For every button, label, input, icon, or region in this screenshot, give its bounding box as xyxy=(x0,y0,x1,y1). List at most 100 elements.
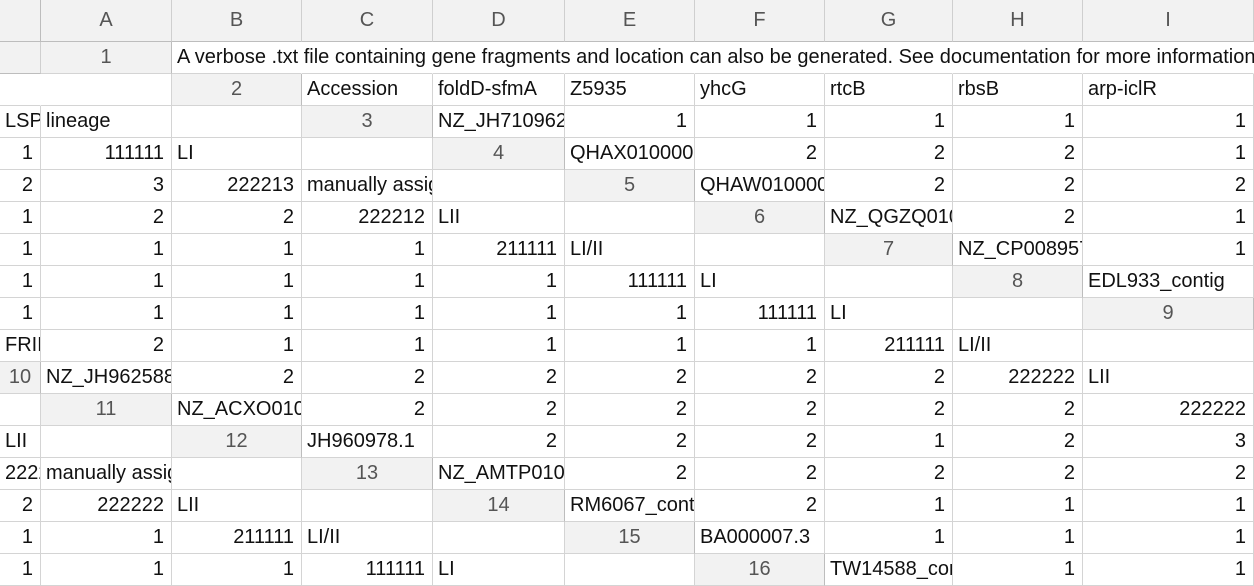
cell-d7[interactable]: 1 xyxy=(41,266,172,298)
cell-g9[interactable]: 1 xyxy=(695,330,825,362)
row-header-7[interactable]: 7 xyxy=(825,234,953,266)
row-header-13[interactable]: 13 xyxy=(302,458,433,490)
cell-c8[interactable]: 1 xyxy=(41,298,172,330)
cell-c2[interactable]: Z5935 xyxy=(565,74,695,106)
row-header-16[interactable]: 16 xyxy=(695,554,825,586)
cell-h2[interactable]: LSPA type xyxy=(0,106,41,138)
row-header-12[interactable]: 12 xyxy=(172,426,302,458)
cell-g14[interactable]: 1 xyxy=(41,522,172,554)
cell-c3[interactable]: 1 xyxy=(695,106,825,138)
column-header-h[interactable]: H xyxy=(953,0,1083,42)
cell-f15[interactable]: 1 xyxy=(41,554,172,586)
cell-i15[interactable]: LI xyxy=(433,554,565,586)
cell-i10[interactable]: LII xyxy=(1083,362,1254,394)
cell-d2[interactable]: yhcG xyxy=(695,74,825,106)
cell-e9[interactable]: 1 xyxy=(433,330,565,362)
column-header-e[interactable]: E xyxy=(565,0,695,42)
cell-i8[interactable]: LI xyxy=(825,298,953,330)
row-header-11[interactable]: 11 xyxy=(41,394,172,426)
row-header-10[interactable]: 10 xyxy=(0,362,41,394)
cell-a1[interactable]: A verbose .txt file containing gene frag… xyxy=(172,42,1254,74)
cell-a14[interactable]: RM6067_contig xyxy=(565,490,695,522)
cell-d11[interactable]: 2 xyxy=(565,394,695,426)
cell-i11[interactable]: LII xyxy=(0,426,41,458)
cell-b10[interactable]: 2 xyxy=(172,362,302,394)
cell-h6[interactable]: 211111 xyxy=(433,234,565,266)
column-header-f[interactable]: F xyxy=(695,0,825,42)
cell-g10[interactable]: 2 xyxy=(825,362,953,394)
cell-i7[interactable]: LI xyxy=(695,266,825,298)
cell-d15[interactable]: 1 xyxy=(1083,522,1254,554)
cell-i9[interactable]: LI/II xyxy=(953,330,1083,362)
cell-f6[interactable]: 1 xyxy=(172,234,302,266)
cell-b4[interactable]: 2 xyxy=(695,138,825,170)
cell-f9[interactable]: 1 xyxy=(565,330,695,362)
cell-g6[interactable]: 1 xyxy=(302,234,433,266)
cell-c1[interactable] xyxy=(433,42,565,74)
cell-d8[interactable]: 1 xyxy=(172,298,302,330)
cell-h12[interactable]: 222213 xyxy=(0,458,41,490)
cell-a16[interactable]: TW14588_contig xyxy=(825,554,953,586)
cell-f5[interactable]: 2 xyxy=(41,202,172,234)
cell-d10[interactable]: 2 xyxy=(433,362,565,394)
cell-h7[interactable]: 111111 xyxy=(565,266,695,298)
select-all-corner[interactable] xyxy=(0,0,41,42)
cell-e15[interactable]: 1 xyxy=(0,554,41,586)
cell-b14[interactable]: 2 xyxy=(695,490,825,522)
column-header-b[interactable]: B xyxy=(172,0,302,42)
cell-i2[interactable]: lineage xyxy=(41,106,172,138)
cell-b13[interactable]: 2 xyxy=(565,458,695,490)
cell-d1[interactable] xyxy=(565,42,695,74)
cell-c6[interactable]: 1 xyxy=(1083,202,1254,234)
cell-b15[interactable]: 1 xyxy=(825,522,953,554)
cell-g13[interactable]: 2 xyxy=(0,490,41,522)
cell-g5[interactable]: 2 xyxy=(172,202,302,234)
cell-d6[interactable]: 1 xyxy=(0,234,41,266)
cell-d14[interactable]: 1 xyxy=(953,490,1083,522)
cell-b3[interactable]: 1 xyxy=(565,106,695,138)
cell-f12[interactable]: 2 xyxy=(953,426,1083,458)
row-header-1[interactable]: 1 xyxy=(41,42,172,74)
cell-g12[interactable]: 3 xyxy=(1083,426,1254,458)
cell-e7[interactable]: 1 xyxy=(172,266,302,298)
cell-a6[interactable]: NZ_QGZQ01000001 xyxy=(825,202,953,234)
cell-h11[interactable]: 222222 xyxy=(1083,394,1254,426)
cell-b5[interactable]: 2 xyxy=(825,170,953,202)
cell-h3[interactable]: 111111 xyxy=(41,138,172,170)
cell-e6[interactable]: 1 xyxy=(41,234,172,266)
cell-b12[interactable]: 2 xyxy=(433,426,565,458)
cell-f11[interactable]: 2 xyxy=(825,394,953,426)
cell-a2[interactable]: Accession xyxy=(302,74,433,106)
cell-c7[interactable]: 1 xyxy=(0,266,41,298)
cell-a9[interactable]: FRIK1989_contig xyxy=(0,330,41,362)
cell-c15[interactable]: 1 xyxy=(953,522,1083,554)
cell-a11[interactable]: NZ_ACXO01000001 xyxy=(172,394,302,426)
cell-h5[interactable]: 222212 xyxy=(302,202,433,234)
cell-a13[interactable]: NZ_AMTP01000001 xyxy=(433,458,565,490)
cell-e1[interactable] xyxy=(695,42,825,74)
cell-h14[interactable]: 211111 xyxy=(172,522,302,554)
cell-i13[interactable]: LII xyxy=(172,490,302,522)
cell-i5[interactable]: LII xyxy=(433,202,565,234)
cell-h1[interactable] xyxy=(1083,42,1254,74)
cell-e8[interactable]: 1 xyxy=(302,298,433,330)
cell-a4[interactable]: QHAX01000001 xyxy=(565,138,695,170)
cell-g1[interactable] xyxy=(953,42,1083,74)
cell-e2[interactable]: rtcB xyxy=(825,74,953,106)
cell-b11[interactable]: 2 xyxy=(302,394,433,426)
cell-c11[interactable]: 2 xyxy=(433,394,565,426)
cell-e13[interactable]: 2 xyxy=(953,458,1083,490)
row-header-15[interactable]: 15 xyxy=(565,522,695,554)
cell-f4[interactable]: 2 xyxy=(0,170,41,202)
cell-e12[interactable]: 1 xyxy=(825,426,953,458)
cell-b2[interactable]: foldD-sfmA xyxy=(433,74,565,106)
cell-b6[interactable]: 2 xyxy=(953,202,1083,234)
cell-i3[interactable]: LI xyxy=(172,138,302,170)
cell-g2[interactable]: arp-iclR xyxy=(1083,74,1254,106)
cell-b1[interactable] xyxy=(302,42,433,74)
cell-b7[interactable]: 1 xyxy=(1083,234,1254,266)
column-header-a[interactable]: A xyxy=(41,0,172,42)
cell-i14[interactable]: LI/II xyxy=(302,522,433,554)
cell-g8[interactable]: 1 xyxy=(565,298,695,330)
cell-d5[interactable]: 2 xyxy=(1083,170,1254,202)
